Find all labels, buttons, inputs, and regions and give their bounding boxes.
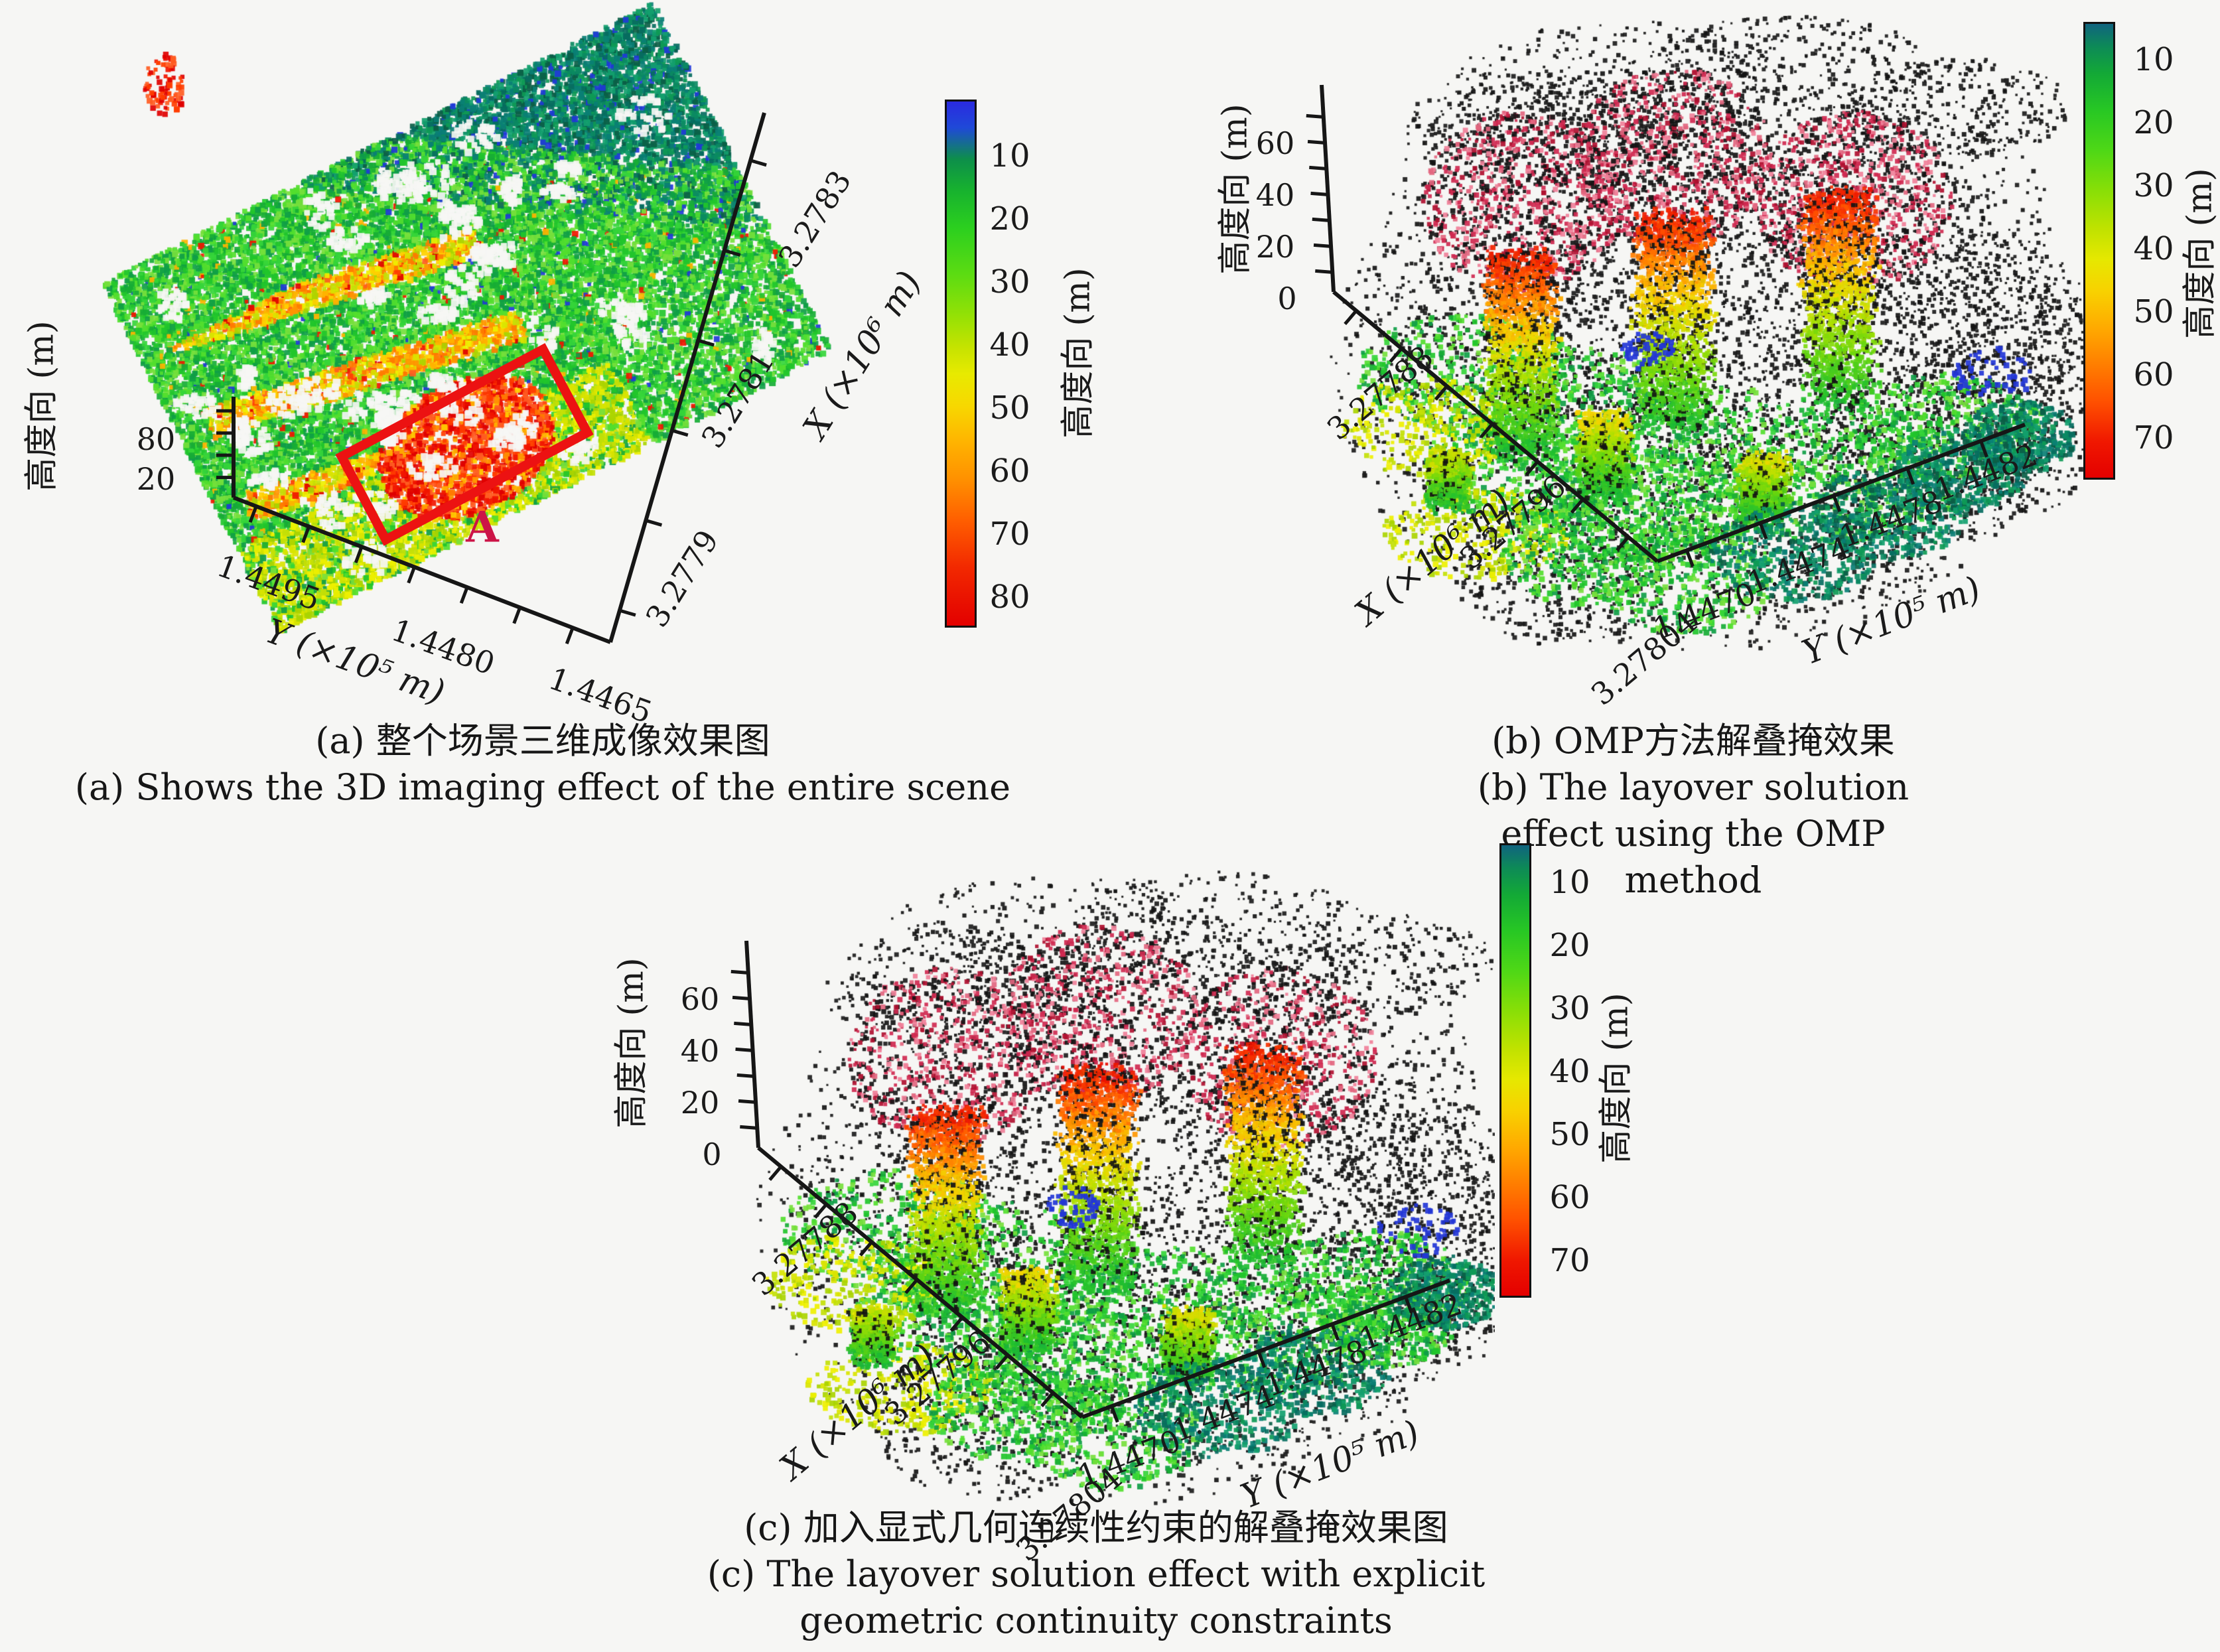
axis-line <box>1389 347 1403 363</box>
axis-line <box>736 1073 754 1078</box>
axis-line <box>750 159 767 167</box>
axis-line <box>949 1316 964 1332</box>
axis-line <box>740 1125 758 1130</box>
axis-line <box>1307 139 1326 145</box>
pointcloud-panel-a <box>66 0 869 650</box>
axis-line <box>671 429 689 437</box>
axis-line <box>859 1241 873 1257</box>
axis-line <box>1315 269 1333 274</box>
axis-line <box>232 496 612 644</box>
axis-line <box>1309 165 1327 171</box>
axis-line <box>301 525 311 543</box>
axis-line <box>732 995 750 1000</box>
axis-line <box>730 969 748 975</box>
axis-line <box>459 586 469 604</box>
axis-line <box>1109 1405 1119 1423</box>
axis-line <box>354 546 364 563</box>
axis-line <box>697 338 715 347</box>
axis-line <box>1906 468 1915 485</box>
axis-line <box>768 1165 783 1182</box>
axis-line <box>565 627 575 645</box>
axis-line <box>1832 495 1842 512</box>
axis-line <box>1310 191 1328 196</box>
axis-line <box>645 519 663 527</box>
axis-line <box>1758 522 1768 540</box>
axis-line <box>1081 1278 1451 1419</box>
axis-line <box>1257 1351 1267 1368</box>
pointcloud-panel-c <box>719 862 1495 1533</box>
axis-line <box>1525 460 1539 476</box>
axis-line <box>248 506 258 523</box>
axis-line <box>735 1047 753 1052</box>
axis-line <box>512 606 522 624</box>
axis-line <box>1313 243 1332 248</box>
axis-line <box>1040 1391 1054 1408</box>
axis-line <box>1330 1324 1340 1341</box>
axis-line <box>1570 498 1584 514</box>
axis-line <box>1404 1296 1413 1314</box>
axis-line <box>1312 217 1330 222</box>
axis-line <box>723 249 741 257</box>
axis-line <box>619 608 636 617</box>
axis-line <box>1480 423 1494 439</box>
axis-line <box>1332 290 1659 563</box>
axis-line <box>1685 549 1695 567</box>
axis-line <box>407 566 416 584</box>
axis-line <box>734 1021 752 1026</box>
axis-line <box>1183 1378 1193 1396</box>
axis-line <box>1434 385 1448 401</box>
axis-line <box>1320 84 1336 293</box>
axis-line <box>1306 113 1324 119</box>
axis-line <box>757 1146 1083 1419</box>
axis-line <box>1656 423 2026 563</box>
axis-line <box>1979 440 1988 458</box>
axis-line <box>744 940 760 1148</box>
axis-line <box>904 1278 919 1294</box>
axis-line <box>995 1354 1009 1370</box>
axis-line <box>1616 535 1630 552</box>
axis-line <box>738 1099 756 1104</box>
axis-line <box>608 112 766 643</box>
axis-line <box>1344 309 1358 326</box>
axis-line <box>813 1203 828 1219</box>
